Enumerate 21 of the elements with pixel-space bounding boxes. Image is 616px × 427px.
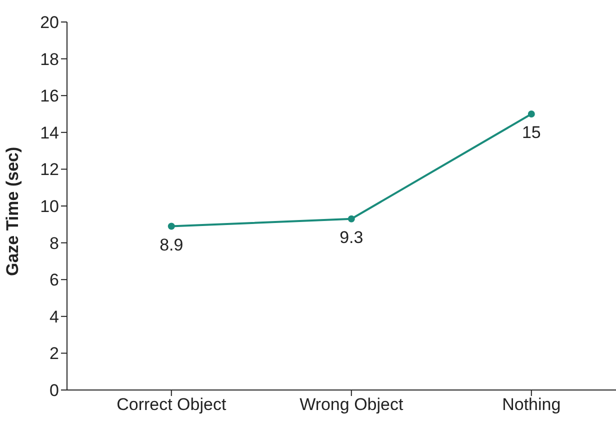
y-tick-label: 6: [50, 270, 59, 290]
y-tick-label: 0: [50, 381, 59, 400]
point: [348, 215, 355, 222]
y-tick-label: 12: [40, 160, 59, 180]
x-tick-label: Nothing: [502, 395, 561, 414]
y-tick-label: 4: [50, 307, 59, 326]
x-tick-label: Correct Object: [116, 395, 226, 414]
x-tick-label: Wrong Object: [300, 395, 404, 414]
y-tick-label: 2: [50, 344, 59, 364]
point: [528, 110, 535, 118]
point: [168, 222, 175, 230]
data-label: 8.9: [160, 235, 184, 254]
y-tick-label: 16: [40, 86, 59, 106]
data-label: 15: [522, 123, 541, 142]
data-label: 9.3: [340, 228, 364, 247]
y-axis-title: Gaze Time (sec): [3, 146, 22, 276]
y-tick-label: 14: [40, 123, 59, 142]
y-tick-label: 20: [40, 13, 59, 32]
y-tick-label: 8: [50, 234, 59, 253]
y-tick-label: 10: [40, 197, 59, 216]
y-tick-label: 18: [40, 50, 59, 69]
